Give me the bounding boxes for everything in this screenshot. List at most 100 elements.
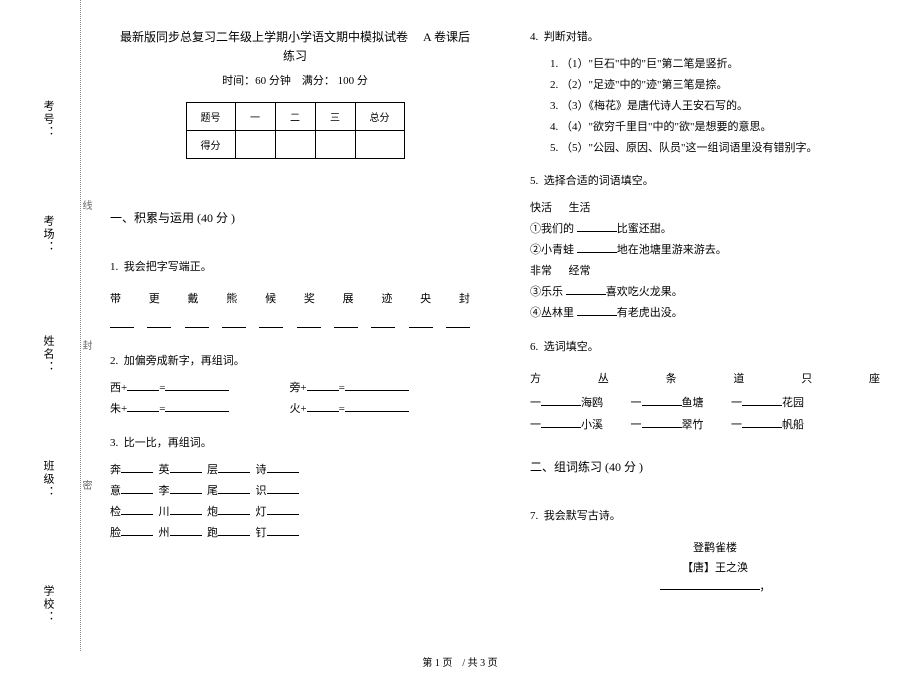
blank[interactable] [345,401,377,412]
blank[interactable] [197,401,229,412]
blank[interactable] [377,401,409,412]
blank[interactable] [222,316,246,328]
blank[interactable] [566,284,606,295]
side-label-room: 考场： [40,215,56,254]
blank[interactable] [267,462,299,473]
right-column: 4. 判断对错。 1. （1）"巨石"中的"巨"第二笔是竖折。 2. （2）"足… [530,28,900,641]
blank[interactable] [297,316,321,328]
th-total: 总分 [355,103,404,131]
blank[interactable] [259,316,283,328]
blank[interactable] [165,401,197,412]
blank[interactable] [170,525,202,536]
blank[interactable] [170,483,202,494]
sentence: 比蜜还甜。 [617,223,672,235]
blank[interactable] [218,483,250,494]
char: 奖 [304,290,315,306]
blank[interactable] [147,316,171,328]
option: 座 [869,370,880,386]
blank[interactable] [642,395,682,406]
blank[interactable] [742,417,782,428]
blank[interactable] [127,401,159,412]
blank[interactable] [165,380,197,391]
blank[interactable] [121,504,153,515]
stem: 一 [731,419,742,431]
q3-text: 比一比，再组词。 [124,437,212,449]
time-label: 时间：60 分钟 [222,75,291,87]
q5-body: 快活 生活 ①我们的 比蜜还甜。 ②小青蛙 地在池塘里游来游去。 非常 经常 ③… [530,198,900,323]
q7-poem: 登鹳雀楼 【唐】王之涣 ， [530,539,900,598]
blank[interactable] [541,417,581,428]
blank[interactable] [197,380,229,391]
blank[interactable] [345,380,377,391]
blank[interactable] [121,483,153,494]
poem-blank[interactable] [660,579,760,590]
q4-item: 5. （5）"公园、原因、队员"这一组词语里没有错别字。 [550,138,900,159]
blank[interactable] [267,525,299,536]
blank[interactable] [218,462,250,473]
char: 更 [149,290,160,306]
q3-row: 检 川 炮 灯 [110,502,480,523]
q4-text: 判断对错。 [544,31,599,43]
char: 李 [159,485,170,497]
blank[interactable] [577,305,617,316]
blank[interactable] [170,504,202,515]
blank[interactable] [121,462,153,473]
blank[interactable] [307,401,339,412]
blank[interactable] [377,380,409,391]
blank[interactable] [577,242,617,253]
q2-right: 旁+= 火+= [289,378,408,420]
option: 道 [733,370,744,386]
blank[interactable] [110,316,134,328]
blank[interactable] [446,316,470,328]
dotted-binding-line [80,0,81,651]
blank[interactable] [127,380,159,391]
page-footer: 第 1 页 / 共 3 页 [0,654,920,669]
blank[interactable] [121,525,153,536]
item-text: （4）"欲穷千里目"中的"欲"是想要的意思。 [561,121,771,133]
sentence: 喜欢吃火龙果。 [606,286,683,298]
item-num: 4. [550,121,558,133]
char: 封 [459,290,470,306]
question-1: 1. 我会把字写端正。 [110,258,480,274]
blank[interactable] [267,504,299,515]
char: 钉 [256,527,267,539]
td-blank [235,131,275,159]
blank[interactable] [218,525,250,536]
option-word: 生活 [569,202,591,214]
td-blank [355,131,404,159]
blank[interactable] [267,483,299,494]
table-row: 题号 一 二 三 总分 [186,103,404,131]
q4-num: 4. [530,31,538,43]
blank[interactable] [541,395,581,406]
blank[interactable] [742,395,782,406]
char: 跑 [207,527,218,539]
q2-body: 西+= 朱+= 旁+= 火+= [110,378,480,420]
td-score-label: 得分 [186,131,235,159]
blank[interactable] [218,504,250,515]
char: 英 [159,464,170,476]
item-text: （1）"巨石"中的"巨"第二笔是竖折。 [561,58,738,70]
side-label-name: 姓名： [40,335,56,374]
section-1-heading: 一、积累与运用 (40 分 ) [110,209,480,226]
blank[interactable] [409,316,433,328]
blank[interactable] [334,316,358,328]
word: 小溪 [581,419,603,431]
blank[interactable] [577,221,617,232]
blank[interactable] [371,316,395,328]
char: 诗 [256,464,267,476]
th-1: 一 [235,103,275,131]
blank[interactable] [307,380,339,391]
poem-author: 【唐】王之涣 [682,562,748,574]
th-2: 二 [275,103,315,131]
question-3: 3. 比一比，再组词。 [110,434,480,450]
char: 识 [256,485,267,497]
blank[interactable] [642,417,682,428]
blank[interactable] [185,316,209,328]
char: 脸 [110,527,121,539]
word: 翠竹 [682,419,704,431]
item-text: （3）《梅花》是唐代诗人王安石写的。 [561,100,748,112]
q2-text: 加偏旁成新字，再组词。 [124,355,245,367]
char: 炮 [207,506,218,518]
item-num: 5. [550,142,558,154]
blank[interactable] [170,462,202,473]
